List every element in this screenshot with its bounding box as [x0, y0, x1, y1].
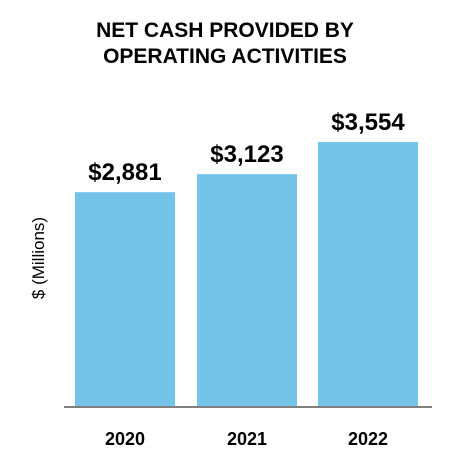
- value-label-2021: $3,123: [210, 141, 283, 168]
- y-axis-label: $ (Millions): [29, 217, 48, 299]
- labels-group: $2,881 2020 $3,123 2021 $3,554 2022: [88, 109, 405, 449]
- bar-2022: [318, 142, 418, 407]
- bar-2020: [75, 192, 175, 407]
- chart-title-line-2: OPERATING ACTIVITIES: [103, 45, 347, 68]
- bars-group: [75, 142, 418, 407]
- category-label-2022: 2022: [348, 429, 388, 449]
- chart-title-line-1: NET CASH PROVIDED BY: [96, 19, 354, 42]
- category-label-2020: 2020: [105, 429, 145, 449]
- value-label-2020: $2,881: [88, 159, 161, 186]
- value-label-2022: $3,554: [331, 109, 405, 136]
- category-label-2021: 2021: [227, 429, 267, 449]
- chart-title: NET CASH PROVIDED BY OPERATING ACTIVITIE…: [0, 18, 450, 70]
- bar-2021: [197, 174, 297, 407]
